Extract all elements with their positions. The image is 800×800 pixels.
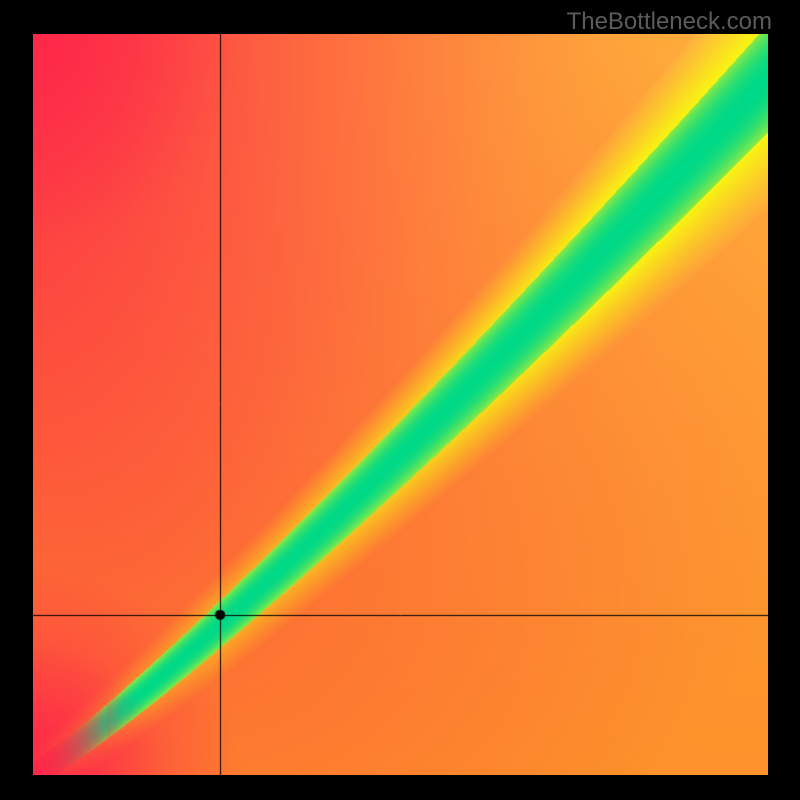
bottleneck-heatmap [33,34,768,775]
chart-container: TheBottleneck.com [0,0,800,800]
watermark-text: TheBottleneck.com [567,8,772,36]
